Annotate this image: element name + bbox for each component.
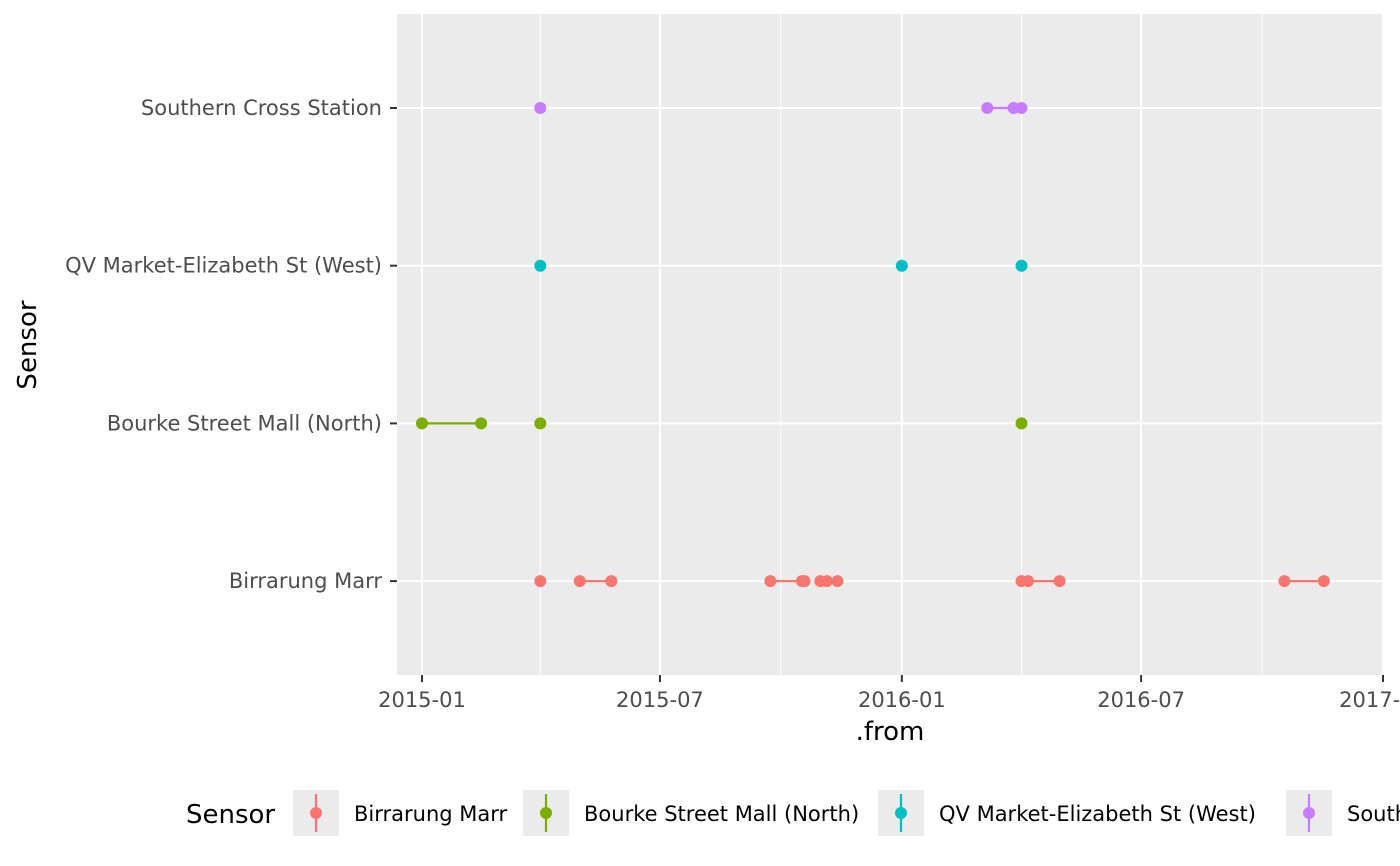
x-tick-label: 2017-01: [1339, 688, 1400, 712]
data-point: [534, 102, 547, 114]
data-point: [1317, 575, 1330, 588]
x-tick-label: 2016-01: [858, 688, 946, 712]
legend: Sensor Birrarung Marr Bourke Street Mall …: [186, 790, 1400, 836]
y-axis: Birrarung Marr Bourke Street Mall (North)…: [65, 96, 397, 593]
series-layer: [415, 102, 1330, 588]
data-point: [605, 575, 618, 588]
data-point: [1015, 259, 1028, 272]
legend-label: Southern Cross Station: [1347, 802, 1400, 826]
data-point: [831, 575, 844, 588]
legend-label: Bourke Street Mall (North): [584, 802, 859, 826]
data-point: [1022, 575, 1035, 588]
data-point: [534, 575, 547, 588]
x-axis: 2015-01 2015-07 2016-01 2016-07 2017-01: [378, 675, 1400, 712]
x-tick-label: 2016-07: [1097, 688, 1185, 712]
data-point: [981, 102, 994, 114]
data-point: [475, 417, 488, 430]
x-tick-label: 2015-07: [616, 688, 704, 712]
plot-panel: [397, 14, 1383, 675]
y-tick-label: Birrarung Marr: [229, 569, 383, 593]
data-point: [895, 259, 908, 272]
y-tick-label: QV Market-Elizabeth St (West): [65, 254, 382, 278]
grid-minor: [539, 14, 1263, 675]
data-point: [534, 417, 547, 430]
legend-key-point: [310, 807, 322, 819]
legend-title: Sensor: [186, 800, 275, 830]
data-point: [1053, 575, 1066, 588]
data-point: [764, 575, 777, 588]
data-point: [1015, 102, 1028, 114]
data-point: [798, 575, 811, 588]
y-tick-label: Southern Cross Station: [141, 96, 382, 120]
y-tick-label: Bourke Street Mall (North): [107, 411, 382, 435]
data-point: [534, 259, 547, 272]
data-point: [820, 575, 833, 588]
legend-label: Birrarung Marr: [354, 802, 508, 826]
grid-major: [397, 14, 1384, 675]
legend-key-point: [540, 807, 552, 819]
legend-key-point: [1303, 807, 1315, 819]
data-point: [1278, 575, 1291, 588]
x-tick-label: 2015-01: [378, 688, 466, 712]
data-point: [1015, 417, 1028, 430]
legend-label: QV Market-Elizabeth St (West): [939, 802, 1256, 826]
y-axis-title: Sensor: [13, 300, 43, 389]
data-point: [573, 575, 586, 588]
data-point: [415, 417, 428, 430]
x-axis-title: .from: [856, 717, 925, 747]
legend-key-point: [895, 807, 907, 819]
